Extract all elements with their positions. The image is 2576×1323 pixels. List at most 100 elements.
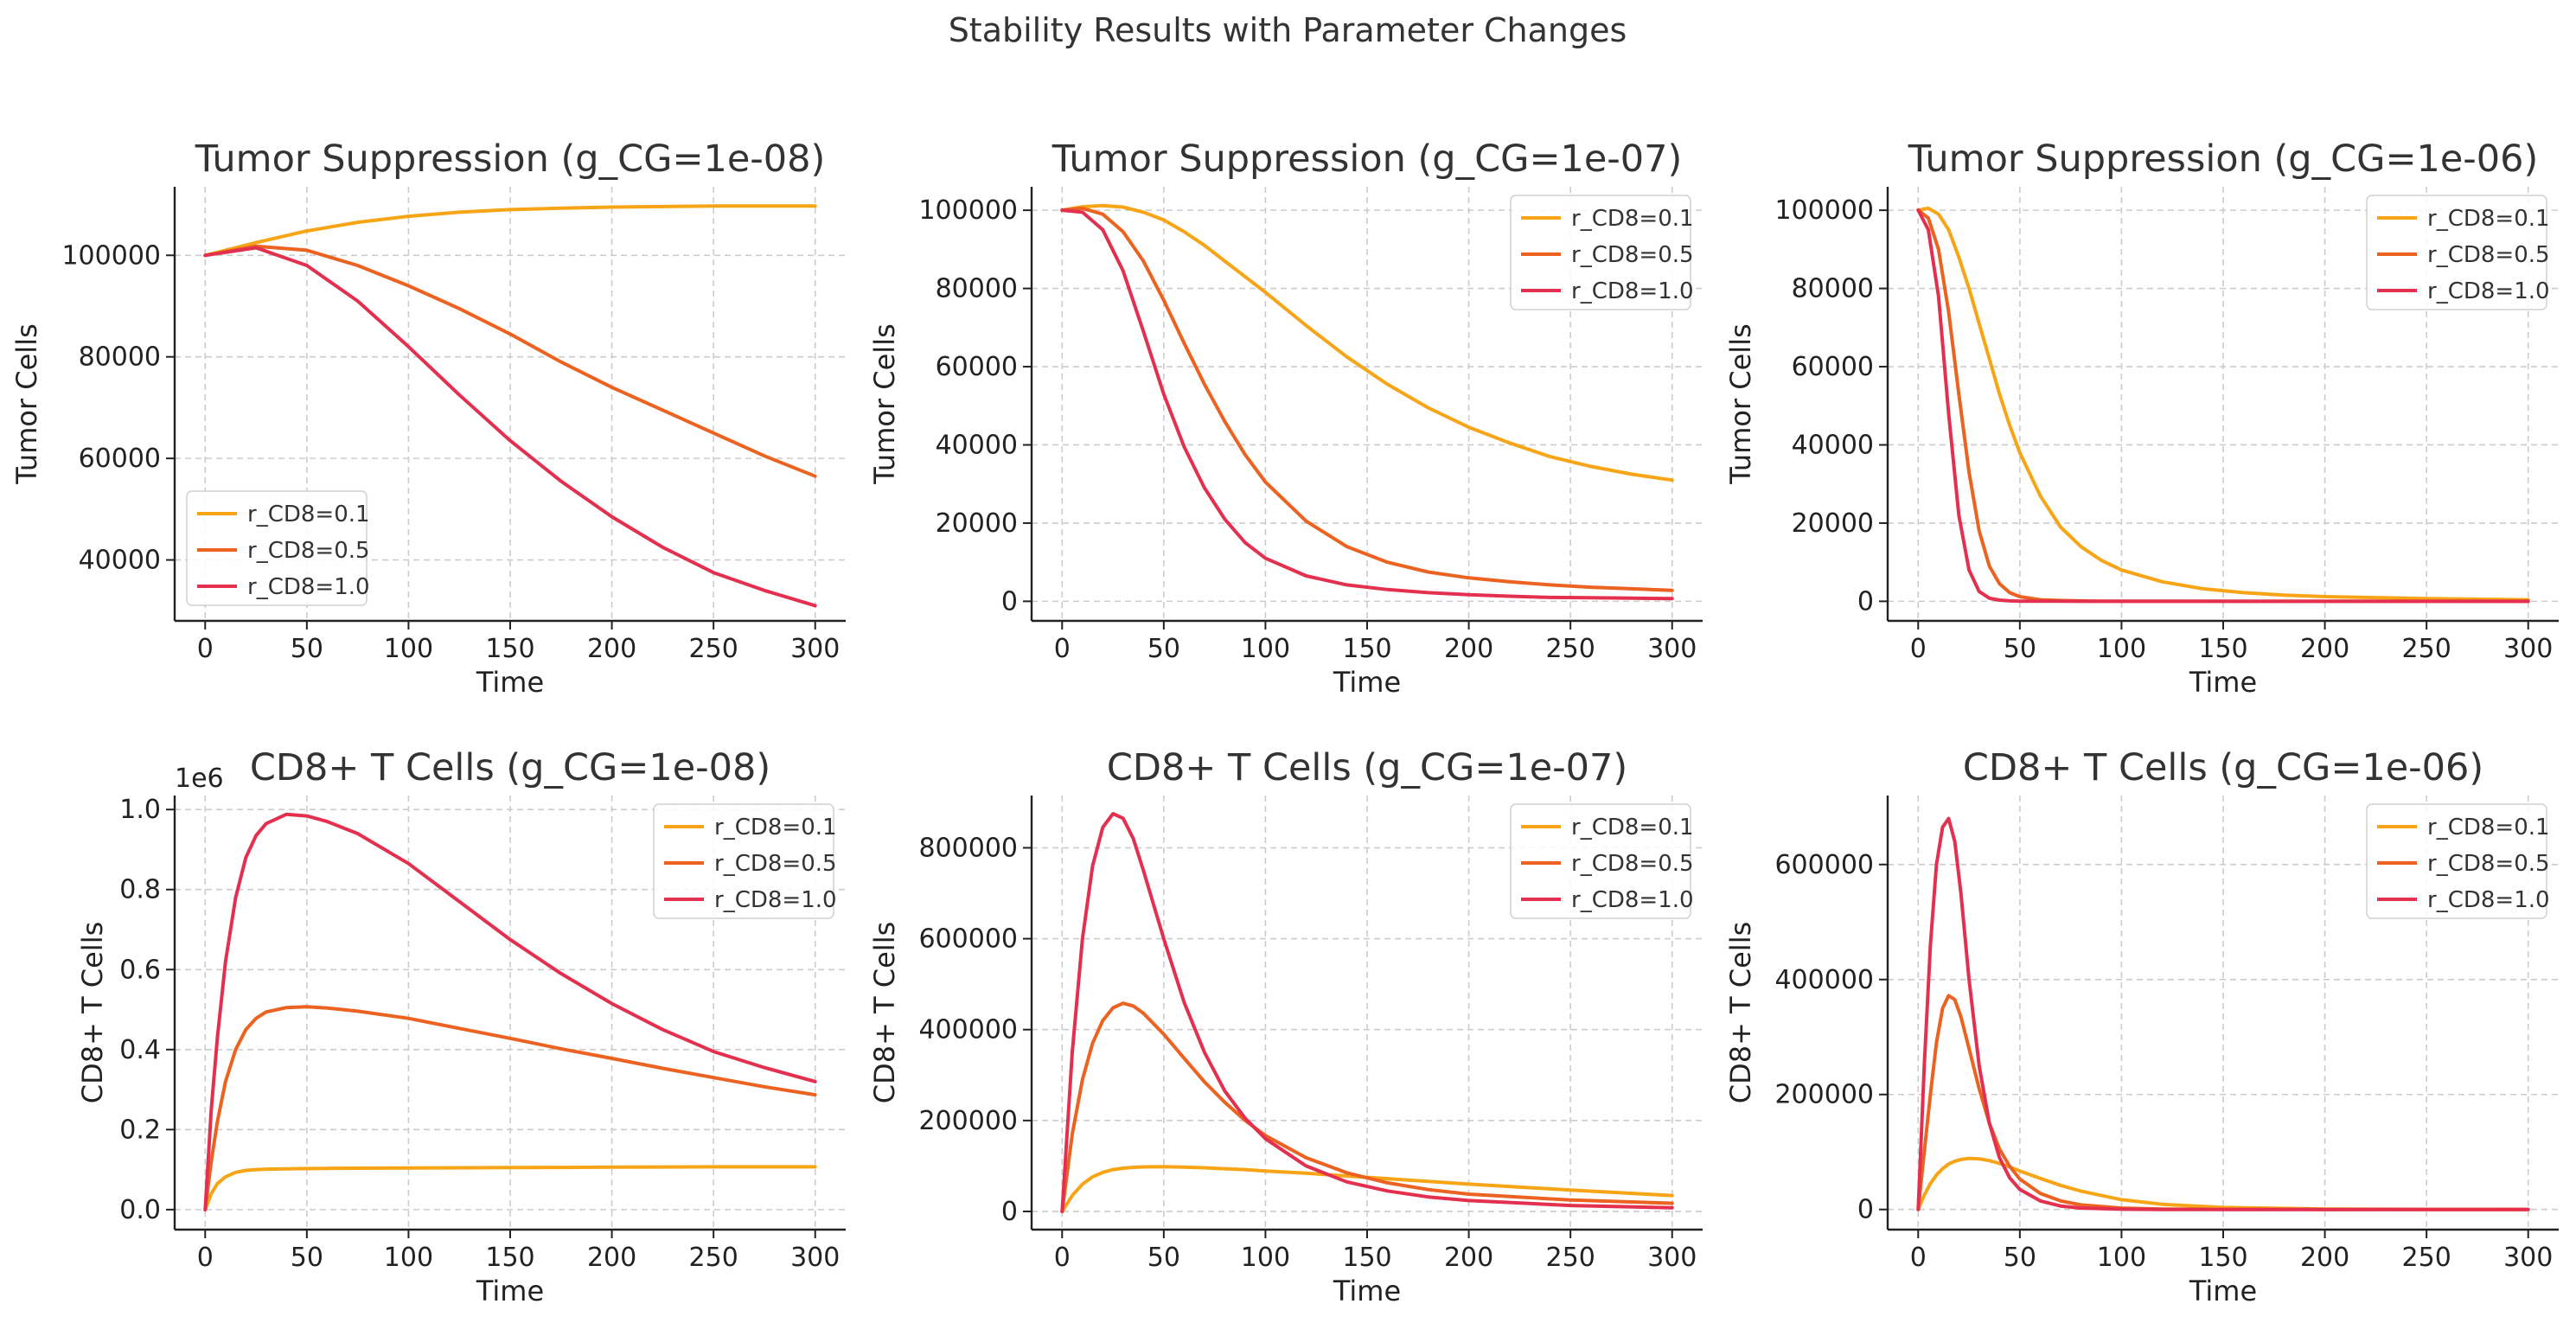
series-line-r_CD8=1.0	[1916, 816, 2530, 1211]
y-tick-label: 60000	[936, 352, 1018, 382]
legend-entry: r_CD8=0.5	[2427, 851, 2550, 877]
series-line-r_CD8=0.1	[203, 1165, 817, 1211]
y-tick-label: 0.4	[119, 1035, 161, 1065]
legend-box	[2366, 195, 2547, 310]
y-axis-label: Tumor Cells	[1724, 323, 1757, 485]
y-tick-label: 100000	[61, 240, 161, 271]
y-offset-label: 1e6	[175, 764, 224, 794]
chart-title: Tumor Suppression (g_CG=1e-07)	[1051, 137, 1683, 181]
y-axis-label: CD8+ T Cells	[1724, 922, 1757, 1104]
series-line-r_CD8=1.0	[203, 812, 817, 1211]
series-line-r_CD8=0.5	[203, 244, 817, 478]
y-axis-label: Tumor Cells	[868, 323, 901, 485]
x-tick-label: 150	[1342, 1243, 1391, 1273]
x-tick-label: 0	[1910, 634, 1927, 664]
y-axis-label: CD8+ T Cells	[76, 922, 109, 1104]
legend-entry: r_CD8=0.1	[2427, 206, 2550, 232]
legend-entry: r_CD8=0.1	[1571, 206, 1694, 232]
x-tick-label: 300	[2503, 1243, 2553, 1273]
y-tick-label: 100000	[918, 195, 1018, 226]
legend-entry: r_CD8=1.0	[1571, 887, 1694, 913]
x-tick-label: 200	[2300, 1243, 2349, 1273]
x-tick-label: 0	[197, 1243, 214, 1273]
x-tick-label: 150	[2198, 1243, 2247, 1273]
chart-panel-1: 0 50 100 150 200 250 300 40000 60000 80000 100000 T…	[10, 137, 846, 699]
x-axis-label: Time	[476, 1275, 544, 1307]
y-tick-label: 40000	[79, 546, 161, 576]
legend-entry: r_CD8=0.1	[2427, 815, 2550, 840]
x-tick-label: 50	[2004, 1243, 2036, 1273]
x-tick-label: 50	[2004, 634, 2036, 664]
series-line-r_CD8=0.5	[203, 1005, 817, 1211]
x-tick-label: 200	[1444, 634, 1493, 664]
chart-panel-6: 0 50 100 150 200 250 300 0 200000 400000 600000 CD8…	[1724, 746, 2559, 1307]
series-line-r_CD8=1.0	[203, 246, 817, 608]
x-tick-label: 250	[2402, 1243, 2451, 1273]
y-tick-label: 0.0	[119, 1195, 161, 1225]
legend-entry: r_CD8=0.5	[2427, 242, 2550, 268]
y-tick-label: 0	[1001, 586, 1018, 617]
chart-panel-4: 0 50 100 150 200 250 300 0.0 0.2 0.4 0.6 0.8 1.0 1e6 C…	[76, 746, 846, 1307]
y-tick-label: 0.6	[119, 955, 161, 985]
legend-entry: r_CD8=1.0	[2427, 887, 2550, 913]
series-line-r_CD8=1.0	[1060, 812, 1674, 1213]
x-tick-label: 300	[1647, 1243, 1697, 1273]
x-tick-label: 250	[1546, 1243, 1595, 1273]
x-tick-label: 150	[1342, 634, 1391, 664]
x-tick-label: 200	[587, 634, 636, 664]
y-tick-label: 200000	[918, 1106, 1018, 1136]
legend-box	[1510, 803, 1691, 919]
series-line-r_CD8=0.1	[1916, 1156, 2530, 1211]
y-tick-label: 40000	[936, 430, 1018, 460]
series-line-r_CD8=0.1	[1916, 206, 2530, 602]
x-axis-label: Time	[1333, 666, 1401, 699]
legend-entry: r_CD8=0.5	[247, 538, 370, 564]
legend-entry: r_CD8=1.0	[2427, 278, 2550, 304]
legend-box	[1510, 195, 1691, 310]
y-tick-label: 0	[1857, 586, 1874, 617]
legend-entry: r_CD8=0.1	[714, 815, 837, 840]
x-tick-label: 200	[587, 1243, 636, 1273]
x-tick-label: 300	[1647, 634, 1697, 664]
x-tick-label: 150	[485, 1243, 534, 1273]
y-tick-label: 200000	[1774, 1080, 1874, 1110]
figure-title: Stability Results with Parameter Changes	[949, 11, 1627, 49]
legend-entry: r_CD8=0.5	[1571, 851, 1694, 877]
y-tick-label: 0	[1001, 1197, 1018, 1227]
y-tick-label: 20000	[936, 508, 1018, 539]
y-tick-label: 400000	[918, 1015, 1018, 1045]
x-tick-label: 100	[1241, 1243, 1290, 1273]
chart-title: CD8+ T Cells (g_CG=1e-06)	[1963, 746, 2483, 789]
x-tick-label: 300	[790, 634, 840, 664]
x-tick-label: 200	[2300, 634, 2349, 664]
x-tick-label: 100	[1241, 634, 1290, 664]
y-axis-label: CD8+ T Cells	[868, 922, 901, 1104]
legend-entry: r_CD8=0.5	[1571, 242, 1694, 268]
series-line-r_CD8=0.1	[1060, 1165, 1674, 1213]
y-tick-label: 600000	[918, 924, 1018, 955]
y-tick-label: 60000	[79, 444, 161, 474]
series-line-r_CD8=1.0	[1916, 208, 2530, 604]
x-tick-label: 300	[790, 1243, 840, 1273]
y-tick-label: 0.8	[119, 875, 161, 905]
x-tick-label: 0	[1910, 1243, 1927, 1273]
series-line-r_CD8=0.5	[1060, 1001, 1674, 1213]
x-tick-label: 250	[1546, 634, 1595, 664]
x-axis-label: Time	[2189, 1275, 2257, 1307]
x-axis-label: Time	[1333, 1275, 1401, 1307]
x-tick-label: 50	[1147, 1243, 1180, 1273]
x-tick-label: 0	[1054, 634, 1071, 664]
y-tick-label: 800000	[918, 833, 1018, 863]
x-tick-label: 100	[2097, 634, 2146, 664]
legend-box	[653, 803, 834, 919]
y-tick-label: 20000	[1792, 508, 1874, 539]
legend-entry: r_CD8=0.1	[247, 502, 370, 527]
y-tick-label: 40000	[1792, 430, 1874, 460]
chart-title: Tumor Suppression (g_CG=1e-08)	[195, 137, 826, 181]
x-tick-label: 150	[2198, 634, 2247, 664]
legend: r_CD8=0.1 r_CD8=0.5 r_CD8=1.0	[186, 490, 370, 606]
legend-box	[2366, 803, 2547, 919]
legend: r_CD8=0.1 r_CD8=0.5 r_CD8=1.0	[653, 803, 837, 919]
x-tick-label: 150	[485, 634, 534, 664]
